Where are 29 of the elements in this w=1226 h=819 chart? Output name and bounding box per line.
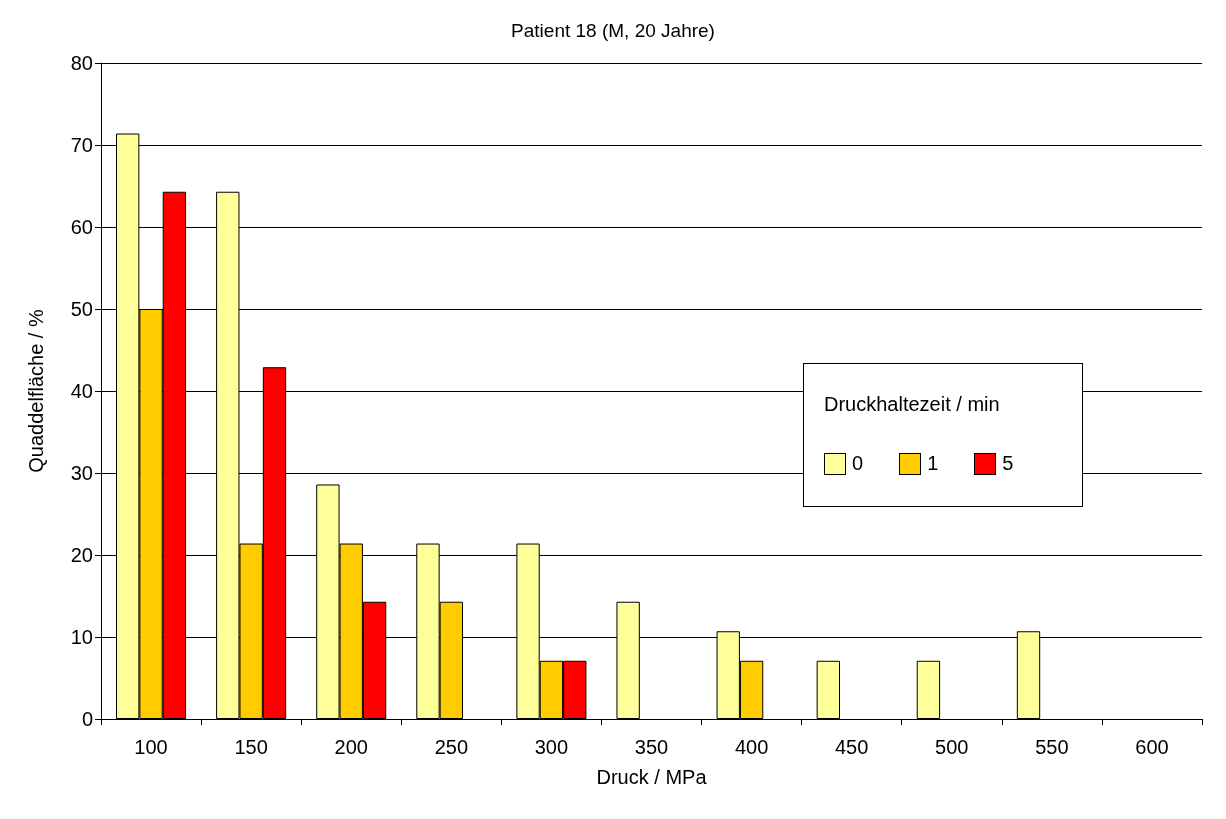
y-tick-label: 30 [70,462,93,484]
x-tick-label: 550 [1035,736,1069,758]
x-tick-label: 500 [935,736,969,758]
y-axis-title: Quaddelfläche / % [25,309,47,473]
legend-label: 0 [852,452,864,475]
x-tick-label: 100 [134,736,168,758]
y-tick-label: 10 [70,626,93,648]
x-tick-label: 450 [834,736,869,758]
y-tick-label: 20 [70,544,93,566]
x-tick-label: 150 [234,736,268,758]
y-tick-label: 60 [70,216,93,238]
bar [816,660,840,719]
x-tick-label: 400 [734,736,769,758]
legend-title: Druckhaltezeit / min [824,392,1001,416]
y-tick-label: 40 [70,380,93,402]
x-tick-label: 300 [534,736,569,758]
legend-label: 5 [1002,452,1014,475]
legend-label: 1 [927,452,939,475]
y-tick-label: 80 [70,52,93,74]
y-tick-label: 50 [70,298,93,320]
x-tick-label: 350 [634,736,669,758]
x-tick-label: 600 [1135,736,1169,758]
y-tick-label: 0 [81,708,93,730]
x-axis-title: Druck / MPa [596,766,708,788]
x-tick-label: 200 [334,736,368,758]
bar [916,660,941,719]
y-tick-label: 70 [70,134,93,156]
chart-title: Patient 18 (M, 20 Jahre) [511,20,715,41]
x-tick-label: 250 [434,736,469,758]
